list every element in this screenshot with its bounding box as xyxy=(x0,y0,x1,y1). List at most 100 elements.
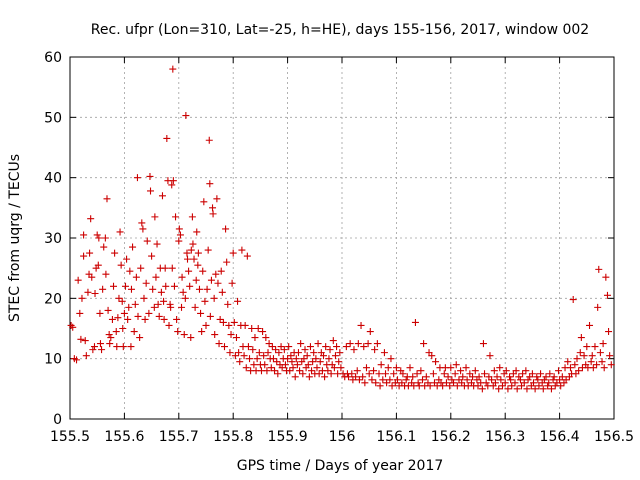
data-point xyxy=(160,315,168,323)
data-point xyxy=(607,361,615,369)
data-point xyxy=(139,225,147,233)
data-point xyxy=(132,273,140,281)
data-point xyxy=(373,340,381,348)
data-point xyxy=(300,355,308,363)
data-point xyxy=(382,370,390,378)
data-point xyxy=(520,379,528,387)
data-point xyxy=(495,385,503,393)
data-point xyxy=(205,136,213,144)
data-point xyxy=(603,291,611,299)
data-point xyxy=(488,376,496,384)
x-tick-label: 155.7 xyxy=(159,429,199,445)
data-point xyxy=(522,367,530,375)
data-point xyxy=(595,265,603,273)
data-point xyxy=(331,352,339,360)
data-point xyxy=(540,376,548,384)
data-point xyxy=(320,352,328,360)
data-point xyxy=(161,264,169,272)
y-tick-label: 40 xyxy=(44,171,62,187)
data-point xyxy=(325,355,333,363)
data-point xyxy=(116,228,124,236)
data-point xyxy=(375,370,383,378)
data-point xyxy=(123,255,131,263)
data-point xyxy=(537,370,545,378)
data-point xyxy=(558,373,566,381)
data-point xyxy=(513,385,521,393)
data-point xyxy=(176,231,184,239)
data-point xyxy=(69,323,77,331)
data-point xyxy=(531,385,539,393)
y-axis-label: STEC from uqrg / TECUs xyxy=(7,154,23,322)
data-point xyxy=(491,379,499,387)
data-point xyxy=(158,192,166,200)
data-point xyxy=(178,303,186,311)
y-tick-label: 20 xyxy=(44,291,62,307)
data-point xyxy=(546,370,554,378)
data-point xyxy=(547,385,555,393)
data-point xyxy=(355,376,363,384)
data-point xyxy=(337,364,345,372)
data-point xyxy=(120,309,128,317)
data-point xyxy=(131,300,139,308)
data-point xyxy=(228,279,236,287)
data-point xyxy=(219,318,227,326)
data-point xyxy=(271,367,279,375)
data-point xyxy=(80,231,88,239)
tick-labels: 155.5 155.6 155.7 155.8 155.9 156 156.1 156.2 15… xyxy=(44,50,634,445)
data-point xyxy=(113,343,121,351)
data-point xyxy=(493,373,501,381)
data-point xyxy=(173,315,181,323)
data-point xyxy=(463,376,471,384)
data-point xyxy=(428,352,436,360)
data-point xyxy=(593,361,601,369)
data-point xyxy=(366,328,374,336)
data-point xyxy=(137,264,145,272)
chart-title: Rec. ufpr (Lon=310, Lat=-25, h=HE), days… xyxy=(91,22,589,38)
data-point xyxy=(399,370,407,378)
data-point xyxy=(386,376,394,384)
data-point xyxy=(497,376,505,384)
data-point xyxy=(107,334,115,342)
data-point xyxy=(93,231,101,239)
data-point xyxy=(322,343,330,351)
data-point xyxy=(149,285,157,293)
x-tick-label: 156.4 xyxy=(540,429,580,445)
data-point xyxy=(168,181,176,189)
data-point xyxy=(365,370,373,378)
data-point xyxy=(346,340,354,348)
data-point xyxy=(241,321,249,329)
data-point xyxy=(197,309,205,317)
data-point xyxy=(508,382,516,390)
data-point xyxy=(244,343,252,351)
data-point xyxy=(490,367,498,375)
data-point xyxy=(544,382,552,390)
data-point xyxy=(479,340,487,348)
data-point xyxy=(450,379,458,387)
y-tick-label: 60 xyxy=(44,50,62,66)
data-point xyxy=(179,288,187,296)
data-point xyxy=(243,252,251,260)
data-point xyxy=(249,346,257,354)
data-point xyxy=(359,373,367,381)
data-point xyxy=(524,376,532,384)
data-point xyxy=(507,376,515,384)
data-point xyxy=(523,385,531,393)
data-point xyxy=(262,334,270,342)
data-point xyxy=(289,364,297,372)
data-point xyxy=(189,240,197,248)
data-point xyxy=(594,303,602,311)
data-point xyxy=(376,382,384,390)
data-point xyxy=(169,177,177,185)
y-tick-label: 10 xyxy=(44,352,62,368)
data-point xyxy=(402,376,410,384)
data-point xyxy=(187,334,195,342)
data-point xyxy=(222,225,230,233)
data-point xyxy=(110,282,118,290)
data-point xyxy=(118,297,126,305)
data-point xyxy=(186,282,194,290)
data-point xyxy=(309,358,317,366)
data-point xyxy=(223,258,231,266)
data-point xyxy=(224,300,232,308)
data-point xyxy=(220,343,228,351)
data-point xyxy=(471,367,479,375)
